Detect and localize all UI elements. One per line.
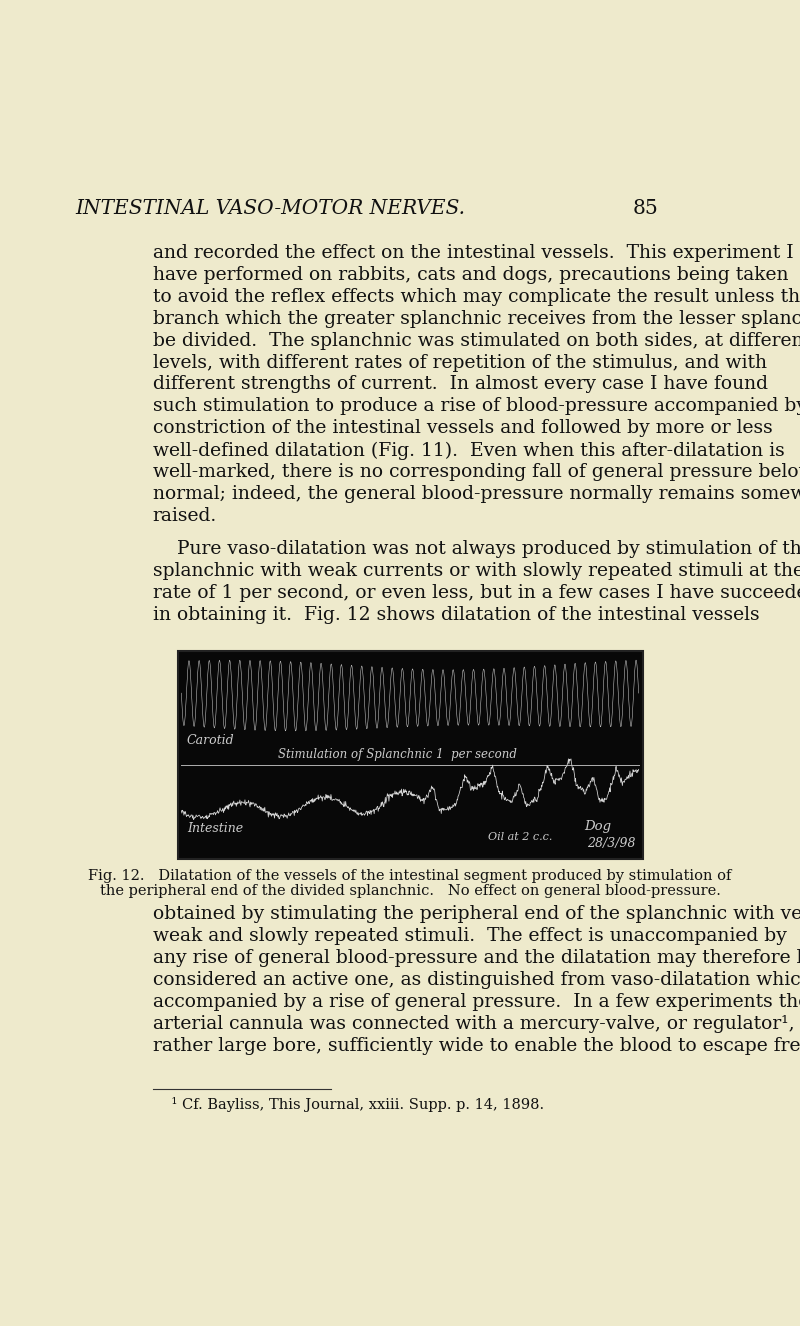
Bar	[178, 651, 642, 859]
Text: arterial cannula was connected with a mercury-valve, or regulator¹, of: arterial cannula was connected with a me…	[153, 1014, 800, 1033]
Text: 28/3/98: 28/3/98	[586, 837, 635, 850]
Text: different strengths of current.  In almost every case I have found: different strengths of current. In almos…	[153, 375, 768, 394]
Text: ¹ Cf. Bayliss, This Journal, xxiii. Supp. p. 14, 1898.: ¹ Cf. Bayliss, This Journal, xxiii. Supp…	[153, 1097, 544, 1113]
Text: Intestine: Intestine	[187, 822, 243, 834]
Text: well-marked, there is no corresponding fall of general pressure below the: well-marked, there is no corresponding f…	[153, 463, 800, 481]
Text: Stimulation of Splanchnic 1  per second: Stimulation of Splanchnic 1 per second	[278, 748, 517, 761]
Text: branch which the greater splanchnic receives from the lesser splanchnic: branch which the greater splanchnic rece…	[153, 310, 800, 328]
Text: Fig. 12.   Dilatation of the vessels of the intestinal segment produced by stimu: Fig. 12. Dilatation of the vessels of th…	[88, 870, 732, 883]
Text: rate of 1 per second, or even less, but in a few cases I have succeeded: rate of 1 per second, or even less, but …	[153, 583, 800, 602]
Text: normal; indeed, the general blood-pressure normally remains somewhat: normal; indeed, the general blood-pressu…	[153, 485, 800, 503]
Text: accompanied by a rise of general pressure.  In a few experiments the: accompanied by a rise of general pressur…	[153, 993, 800, 1010]
Text: raised.: raised.	[153, 507, 217, 525]
Text: be divided.  The splanchnic was stimulated on both sides, at different: be divided. The splanchnic was stimulate…	[153, 332, 800, 350]
Text: rather large bore, sufficiently wide to enable the blood to escape freely: rather large bore, sufficiently wide to …	[153, 1037, 800, 1054]
Text: considered an active one, as distinguished from vaso-dilatation which is: considered an active one, as distinguish…	[153, 971, 800, 989]
Text: Dog: Dog	[584, 821, 611, 833]
Text: in obtaining it.  Fig. 12 shows dilatation of the intestinal vessels: in obtaining it. Fig. 12 shows dilatatio…	[153, 606, 759, 623]
Text: splanchnic with weak currents or with slowly repeated stimuli at the: splanchnic with weak currents or with sl…	[153, 562, 800, 579]
Text: levels, with different rates of repetition of the stimulus, and with: levels, with different rates of repetiti…	[153, 354, 766, 371]
Text: 85: 85	[632, 199, 658, 219]
Text: to avoid the reflex effects which may complicate the result unless the: to avoid the reflex effects which may co…	[153, 288, 800, 306]
Text: obtained by stimulating the peripheral end of the splanchnic with very: obtained by stimulating the peripheral e…	[153, 904, 800, 923]
Text: constriction of the intestinal vessels and followed by more or less: constriction of the intestinal vessels a…	[153, 419, 773, 438]
Text: have performed on rabbits, cats and dogs, precautions being taken: have performed on rabbits, cats and dogs…	[153, 265, 788, 284]
Text: such stimulation to produce a rise of blood-pressure accompanied by: such stimulation to produce a rise of bl…	[153, 398, 800, 415]
Text: Pure vaso-dilatation was not always produced by stimulation of the: Pure vaso-dilatation was not always prod…	[153, 540, 800, 558]
Text: weak and slowly repeated stimuli.  The effect is unaccompanied by: weak and slowly repeated stimuli. The ef…	[153, 927, 786, 945]
Text: well-defined dilatation (Fig. 11).  Even when this after-dilatation is: well-defined dilatation (Fig. 11). Even …	[153, 442, 785, 460]
Text: Oil at 2 c.c.: Oil at 2 c.c.	[487, 831, 552, 842]
Text: and recorded the effect on the intestinal vessels.  This experiment I: and recorded the effect on the intestina…	[153, 244, 794, 261]
Text: any rise of general blood-pressure and the dilatation may therefore be: any rise of general blood-pressure and t…	[153, 949, 800, 967]
Text: INTESTINAL VASO-MOTOR NERVES.: INTESTINAL VASO-MOTOR NERVES.	[75, 199, 466, 219]
Text: the peripheral end of the divided splanchnic.   No effect on general blood-press: the peripheral end of the divided splanc…	[99, 884, 721, 898]
Text: Carotid: Carotid	[187, 733, 234, 747]
